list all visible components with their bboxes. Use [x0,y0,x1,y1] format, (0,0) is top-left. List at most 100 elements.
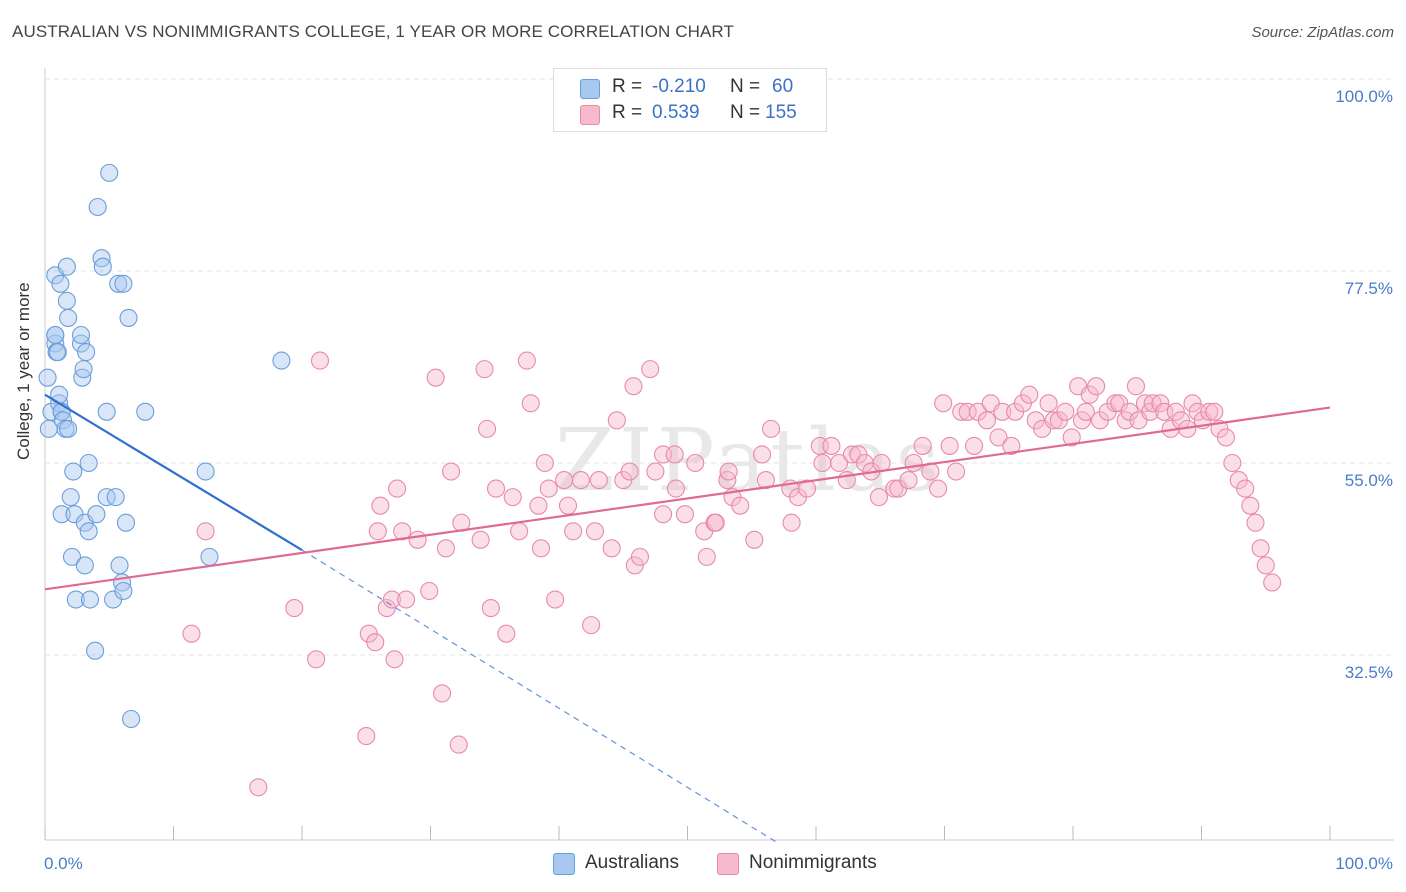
nonimmigrants-point [408,530,427,549]
nonimmigrants-point [904,453,923,473]
nonimmigrants-point [510,522,529,541]
nonimmigrants-point [977,411,996,430]
nonimmigrants-point [625,556,644,575]
australians-point [61,488,80,507]
nonimmigrants-point [719,462,738,481]
australians-point [79,453,98,473]
nonimmigrants-point [531,539,551,558]
australians-point [66,590,85,609]
australians-point [71,325,91,345]
australians-point [57,291,76,310]
australians-trend-line [44,393,303,551]
australians-point [136,402,155,421]
nonimmigrants-point [872,453,891,473]
nonimmigrants-point [752,445,772,464]
y-axis-title: College, 1 year or more [14,282,33,460]
nonimmigrants-point [620,462,639,481]
nonimmigrants-point [1076,402,1095,421]
nonimmigrants-point [940,436,959,455]
australians-point [114,581,133,601]
australians-point [46,325,65,345]
nonimmigrants-point [697,547,716,566]
nonimmigrants-point [558,496,578,515]
nonimmigrants-point [782,513,801,532]
australians-point [100,163,119,182]
nonimmigrants-point [357,727,376,746]
australians-point [88,197,107,217]
nonimmigrants-point [477,419,497,438]
r-value: -0.210 [652,76,706,97]
n-label: N = [730,102,761,123]
nonimmigrants-point [1116,411,1135,430]
australians-point [110,556,129,575]
nonimmigrants-point [1205,402,1224,421]
nonimmigrants-point [756,471,775,490]
australians-point [80,590,100,609]
nonimmigrants-point [1056,402,1075,421]
nonimmigrants-point [822,436,841,455]
nonimmigrants-point [630,547,650,566]
nonimmigrants-point [1020,385,1039,404]
nonimmigrants-point [475,360,494,379]
australians-point [87,505,106,524]
nonimmigrants-point [366,633,385,652]
nonimmigrants-point [433,684,452,703]
y-tick-label: 55.0% [1345,471,1393,490]
nonimmigrants-swatch [580,105,600,125]
australians-point [86,641,105,660]
nonimmigrants-point [546,590,565,609]
stats-box: R = -0.210 N = 60 R = 0.539 N = 155 [553,68,827,132]
n-value: 155 [765,102,797,123]
nonimmigrants-point [385,650,404,669]
nonimmigrants-point [993,402,1012,421]
australians-point [106,488,125,507]
watermark-text: ZIPatlas [555,411,943,511]
nonimmigrants-point [899,471,918,490]
nonimmigrants-point [1151,394,1170,413]
nonimmigrants-point [1236,479,1255,498]
nonimmigrants-point [1002,436,1021,455]
nonimmigrants-point [745,530,764,549]
nonimmigrants-point [497,624,516,643]
nonimmigrants-point [481,599,500,618]
nonimmigrants-point [585,522,605,541]
australians-point [122,709,141,729]
nonimmigrants-point [1183,394,1202,413]
australians-point [77,343,96,362]
australians-point [48,343,67,362]
australians-point [93,257,112,276]
nonimmigrants-point [958,402,977,421]
australians-point [38,368,57,387]
nonimmigrants-point [571,471,590,490]
australians-swatch [580,79,600,99]
x-tick-label: 0.0% [44,854,83,873]
nonimmigrants-point [731,496,750,515]
stats-row-nonimmigrants: R = 0.539 N = 155 [554,102,826,126]
australians-point [74,360,93,379]
nonimmigrants-point [517,351,536,370]
nonimmigrants-point [607,411,626,430]
nonimmigrants-point [368,522,387,541]
nonimmigrants-point [1223,453,1242,473]
nonimmigrants-point [761,419,781,438]
nonimmigrants-point [382,590,402,609]
nonimmigrants-point [666,479,685,498]
nonimmigrants-point [589,471,608,490]
australians-point [59,419,78,438]
nonimmigrants-point [929,479,948,498]
australians-point [75,556,94,575]
nonimmigrants-point [1251,539,1270,558]
nonimmigrants-point [182,624,201,643]
legend-label: Nonimmigrants [749,852,877,873]
tick-labels: 32.5% 55.0% 77.5% 100.0% 0.0% 100.0% [44,87,1393,873]
australians-legend-swatch [553,853,575,875]
x-tick-label: 100.0% [1335,854,1393,873]
stats-row-australians: R = -0.210 N = 60 [554,76,826,100]
nonimmigrants-point [471,530,490,549]
australians-point [79,522,98,541]
australians-point [62,547,82,566]
nonimmigrants-legend-swatch [717,853,739,875]
trend-lines [44,393,1331,844]
nonimmigrants-point [564,522,583,541]
